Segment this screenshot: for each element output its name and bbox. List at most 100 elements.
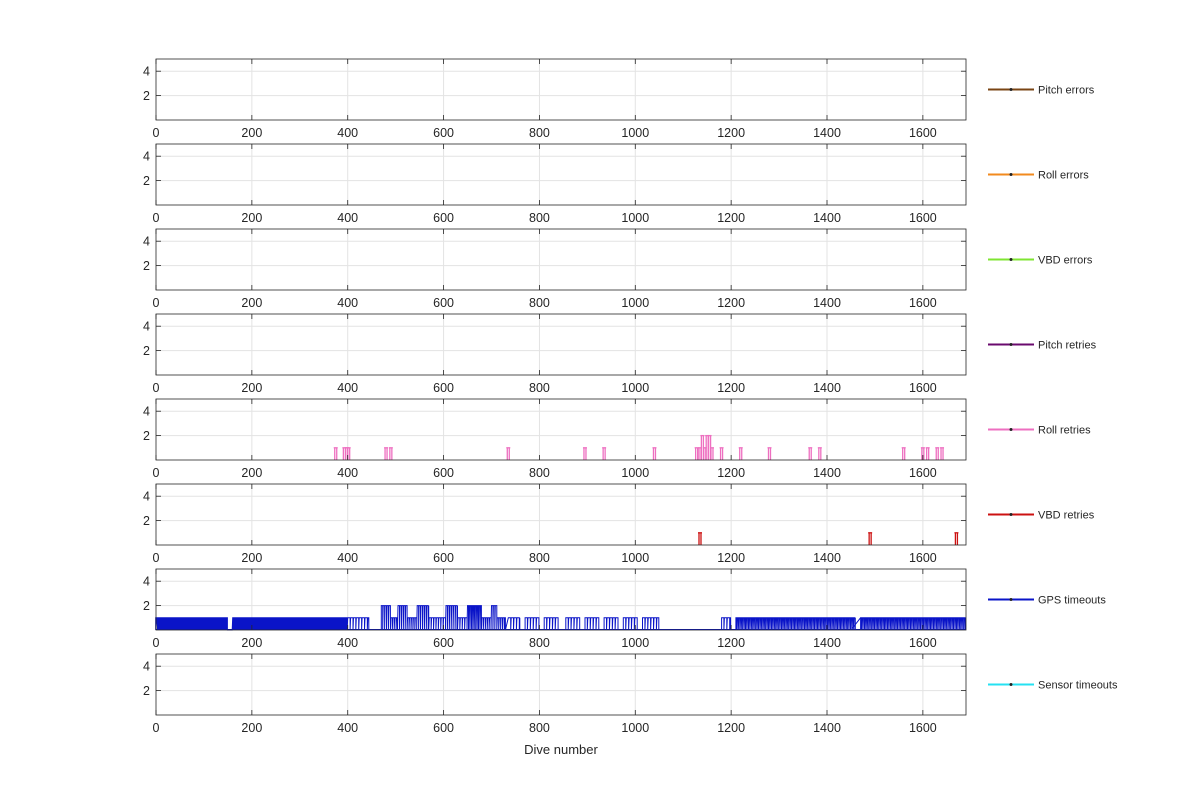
series-line [155, 605, 966, 631]
x-tick-label: 1200 [717, 211, 745, 225]
x-tick-label: 200 [241, 636, 262, 650]
x-tick-label: 200 [241, 211, 262, 225]
x-tick-label: 1400 [813, 466, 841, 480]
y-tick-label: 4 [143, 660, 150, 674]
axes-box [155, 653, 967, 716]
x-tick-label: 1400 [813, 721, 841, 735]
x-tick-label: 1000 [621, 636, 649, 650]
legend-label: VBD retries [1038, 510, 1095, 522]
x-tick-label: 0 [153, 381, 160, 395]
x-tick-label: 600 [433, 636, 454, 650]
x-tick-label: 0 [153, 551, 160, 565]
y-tick-label: 2 [143, 174, 150, 188]
legend-label: Roll retries [1038, 425, 1091, 437]
x-tick-label: 1000 [621, 126, 649, 140]
x-tick-label: 1000 [621, 211, 649, 225]
panel-gps-timeouts: 0 200 400 600 800 1000 1200 1400 1600 2 4 [143, 568, 967, 650]
x-tick-label: 1000 [621, 721, 649, 735]
panel-pitch-errors: 0 200 400 600 800 1000 1200 1400 1600 2 4 [143, 58, 967, 140]
x-tick-label: 800 [529, 126, 550, 140]
axes-box [155, 143, 967, 206]
legend-item-pitch-errors: Pitch errors [988, 85, 1095, 97]
legend-item-roll-errors: Roll errors [988, 170, 1089, 182]
x-tick-label: 800 [529, 466, 550, 480]
x-tick-label: 1600 [909, 721, 937, 735]
x-tick-label: 800 [529, 636, 550, 650]
y-tick-label: 2 [143, 344, 150, 358]
x-tick-label: 400 [337, 551, 358, 565]
x-tick-label: 1400 [813, 381, 841, 395]
panel-vbd-errors: 0 200 400 600 800 1000 1200 1400 1600 2 4 [143, 228, 967, 310]
panel-vbd-retries: 0 200 400 600 800 1000 1200 1400 1600 2 4 [143, 483, 967, 565]
axes-box [155, 568, 967, 631]
legend-item-sensor-timeouts: Sensor timeouts [988, 680, 1118, 692]
x-tick-label: 400 [337, 381, 358, 395]
x-tick-label: 1200 [717, 126, 745, 140]
x-tick-label: 1600 [909, 296, 937, 310]
x-tick-label: 0 [153, 211, 160, 225]
x-tick-label: 1200 [717, 381, 745, 395]
x-tick-label: 1200 [717, 466, 745, 480]
x-tick-label: 800 [529, 721, 550, 735]
legend-item-vbd-errors: VBD errors [988, 255, 1093, 267]
x-tick-label: 1000 [621, 381, 649, 395]
y-tick-label: 2 [143, 89, 150, 103]
x-tick-label: 1600 [909, 551, 937, 565]
x-tick-label: 600 [433, 296, 454, 310]
x-tick-label: 1000 [621, 296, 649, 310]
y-tick-label: 4 [143, 405, 150, 419]
legend-label: Sensor timeouts [1038, 680, 1118, 692]
y-tick-label: 2 [143, 429, 150, 443]
legend-marker [1009, 513, 1013, 516]
legend-item-vbd-retries: VBD retries [988, 510, 1095, 522]
x-tick-label: 600 [433, 126, 454, 140]
y-tick-label: 4 [143, 490, 150, 504]
panel-roll-retries: 0 200 400 600 800 1000 1200 1400 1600 2 4 [143, 398, 967, 480]
x-tick-label: 1600 [909, 126, 937, 140]
y-tick-label: 2 [143, 599, 150, 613]
x-tick-label: 800 [529, 551, 550, 565]
x-axis-label: Dive number [524, 742, 598, 757]
x-tick-label: 200 [241, 296, 262, 310]
legend-marker [1009, 598, 1013, 601]
panel-roll-errors: 0 200 400 600 800 1000 1200 1400 1600 2 4 [143, 143, 967, 225]
legend-label: Pitch retries [1038, 340, 1097, 352]
x-tick-label: 1400 [813, 126, 841, 140]
y-tick-label: 2 [143, 514, 150, 528]
x-tick-label: 600 [433, 721, 454, 735]
x-tick-label: 0 [153, 126, 160, 140]
y-tick-label: 4 [143, 150, 150, 164]
x-tick-label: 400 [337, 466, 358, 480]
y-tick-label: 4 [143, 65, 150, 79]
x-tick-label: 400 [337, 296, 358, 310]
axes-box [155, 228, 967, 291]
axes-box [155, 483, 967, 546]
x-tick-label: 200 [241, 721, 262, 735]
axes-box [155, 313, 967, 376]
x-tick-label: 400 [337, 636, 358, 650]
x-tick-label: 0 [153, 296, 160, 310]
axes-box [155, 398, 967, 461]
legend-label: VBD errors [1038, 255, 1093, 267]
series-line-gap [851, 617, 861, 630]
x-tick-label: 1600 [909, 636, 937, 650]
x-tick-label: 600 [433, 211, 454, 225]
x-tick-label: 200 [241, 551, 262, 565]
legend-marker [1009, 343, 1013, 346]
x-tick-label: 600 [433, 466, 454, 480]
x-tick-label: 1200 [717, 721, 745, 735]
x-tick-label: 400 [337, 126, 358, 140]
panel-pitch-retries: 0 200 400 600 800 1000 1200 1400 1600 2 4 [143, 313, 967, 395]
legend-marker [1009, 683, 1013, 686]
x-tick-label: 600 [433, 551, 454, 565]
x-tick-label: 1000 [621, 551, 649, 565]
x-tick-label: 200 [241, 126, 262, 140]
legend-marker [1009, 173, 1013, 176]
legend-label: Roll errors [1038, 170, 1089, 182]
legend-item-roll-retries: Roll retries [988, 425, 1091, 437]
x-tick-label: 400 [337, 721, 358, 735]
x-tick-label: 200 [241, 466, 262, 480]
axes-box [155, 58, 967, 121]
x-tick-label: 1400 [813, 551, 841, 565]
x-tick-label: 1200 [717, 551, 745, 565]
